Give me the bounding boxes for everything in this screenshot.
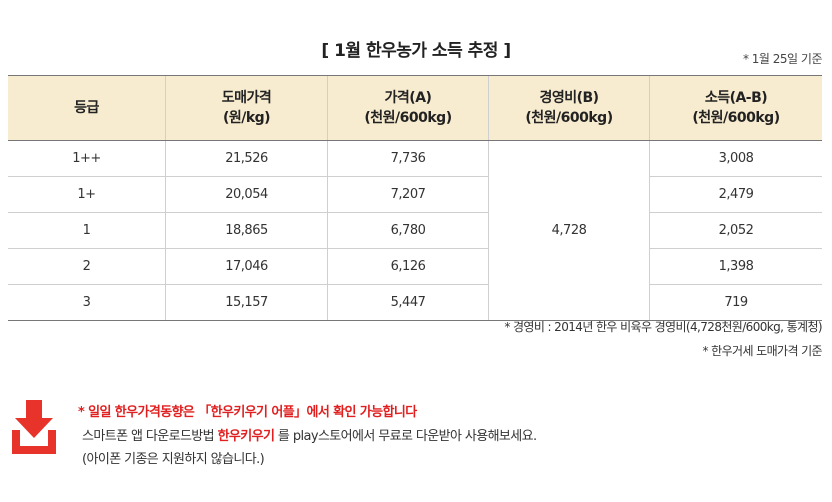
wholesale-cell: 17,046 — [165, 248, 328, 285]
price-cell: 6,780 — [327, 212, 489, 249]
wholesale-cell: 18,865 — [165, 212, 328, 249]
wholesale-cell: 21,526 — [165, 140, 328, 177]
wholesale-cell: 15,157 — [165, 284, 328, 321]
date-basis-note: * 1월 25일 기준 — [742, 52, 823, 66]
income-cell: 719 — [649, 284, 822, 321]
header-cost-b: 경영비(B) (천원/600kg) — [488, 75, 650, 141]
page-title: [ 1월 한우농가 소득 추정 ] — [321, 41, 511, 61]
promo-headline: * 일일 한우가격동향은 「한우키우기 어플」에서 확인 가능합니다 — [78, 405, 417, 420]
header-grade: 등급 — [8, 75, 166, 141]
price-cell: 6,126 — [327, 248, 489, 285]
income-cell: 3,008 — [649, 140, 822, 177]
income-table: 등급 도매가격 (원/kg) 가격(A) (천원/600kg) 경영비(B) (… — [8, 75, 822, 321]
price-cell: 5,447 — [327, 284, 489, 321]
promo-instructions: 스마트폰 앱 다운로드방법 한우키우기 를 play스토어에서 무료로 다운받아… — [82, 425, 537, 444]
table-row: 2 17,046 6,126 1,398 — [8, 248, 822, 285]
table-row: 1 18,865 6,780 2,052 — [8, 212, 822, 249]
income-cell: 2,052 — [649, 212, 822, 249]
table-row: 3 15,157 5,447 719 — [8, 284, 822, 321]
cost-cell: 4,728 — [488, 140, 650, 321]
income-cell: 1,398 — [649, 248, 822, 285]
grade-cell: 2 — [8, 248, 166, 285]
header-income: 소득(A-B) (천원/600kg) — [649, 75, 822, 141]
table-header-row: 등급 도매가격 (원/kg) 가격(A) (천원/600kg) 경영비(B) (… — [8, 75, 822, 141]
header-wholesale-price: 도매가격 (원/kg) — [165, 75, 328, 141]
price-cell: 7,736 — [327, 140, 489, 177]
wholesale-cell: 20,054 — [165, 176, 328, 213]
grade-cell: 1++ — [8, 140, 166, 177]
grade-cell: 3 — [8, 284, 166, 321]
income-cell: 2,479 — [649, 176, 822, 213]
iphone-note: (아이폰 기종은 지원하지 않습니다.) — [82, 452, 265, 467]
grade-cell: 1+ — [8, 176, 166, 213]
promo-instructions-pre: 스마트폰 앱 다운로드방법 — [82, 429, 218, 444]
price-source-note: * 한우거세 도매가격 기준 — [702, 344, 823, 358]
header-price-a: 가격(A) (천원/600kg) — [327, 75, 489, 141]
cost-source-note: * 경영비 : 2014년 한우 비육우 경영비(4,728천원/600kg, … — [504, 320, 822, 334]
price-cell: 7,207 — [327, 176, 489, 213]
app-name: 한우키우기 — [217, 429, 275, 444]
table-row: 1++ 21,526 7,736 4,728 3,008 — [8, 140, 822, 321]
table-row: 1+ 20,054 7,207 2,479 — [8, 176, 822, 213]
promo-instructions-post: 를 play스토어에서 무료로 다운받아 사용해보세요. — [277, 429, 537, 444]
download-icon — [12, 400, 56, 454]
grade-cell: 1 — [8, 212, 166, 249]
